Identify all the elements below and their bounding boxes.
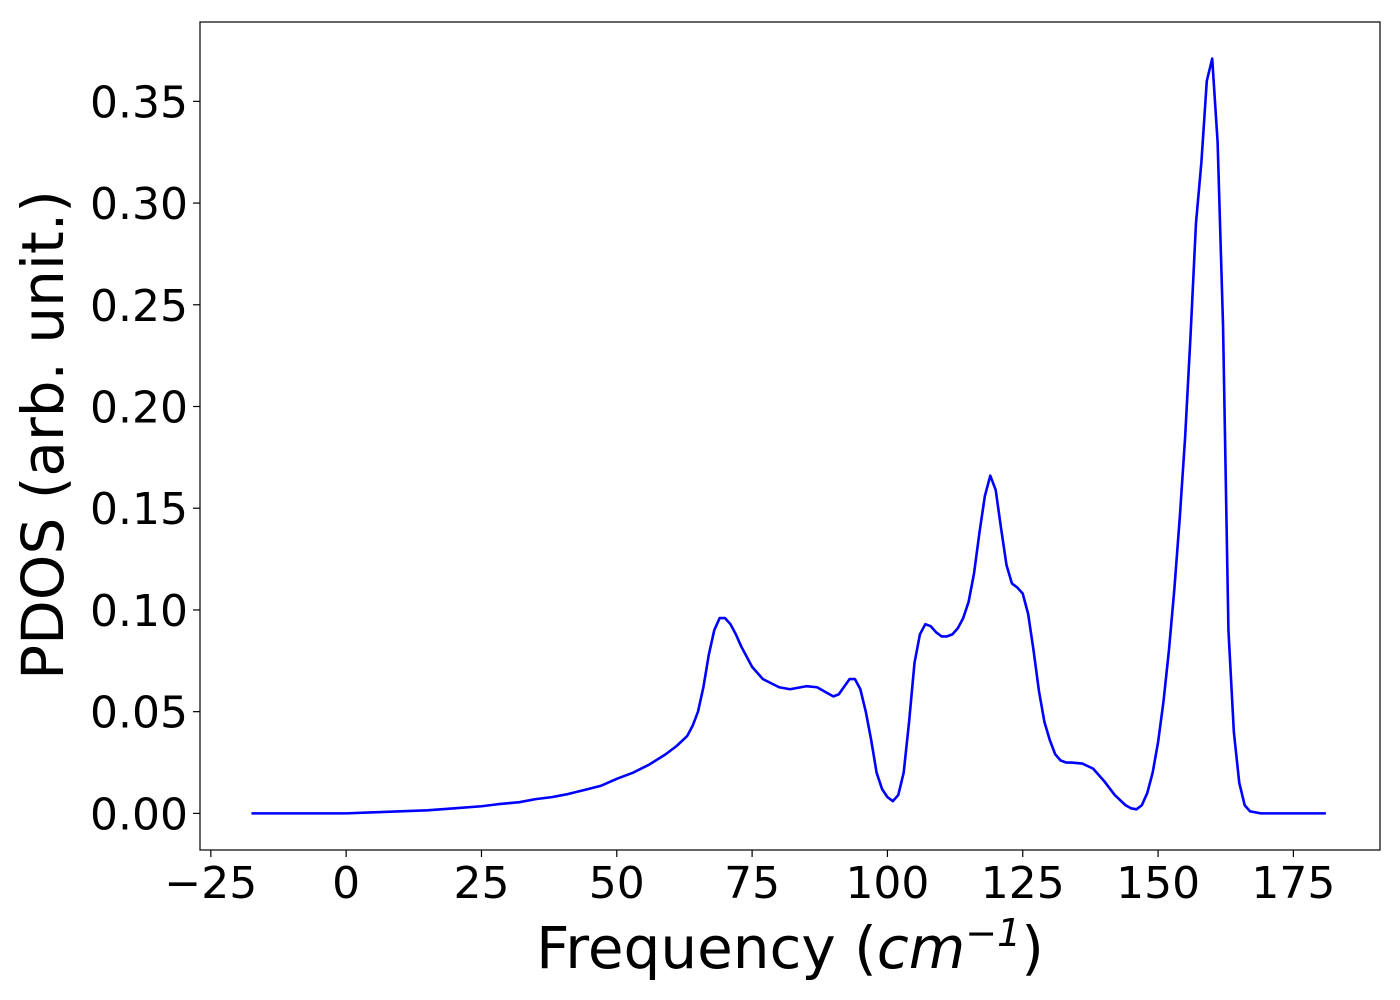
y-axis: 0.00 0.05 0.10 0.15 0.20 0.25 0.30 0.35 <box>90 77 200 840</box>
x-tick-label: 150 <box>1116 858 1200 909</box>
y-tick-label: 0.00 <box>90 789 188 840</box>
y-tick-label: 0.25 <box>90 281 188 332</box>
y-tick-label: 0.05 <box>90 688 188 739</box>
x-tick-label: 75 <box>724 858 780 909</box>
series-line-0 <box>251 57 1326 815</box>
x-tick-label: 25 <box>453 858 509 909</box>
x-tick-label: 175 <box>1251 858 1335 909</box>
x-tick-label: −25 <box>164 858 257 909</box>
x-axis-label: Frequency (cm−1) <box>536 911 1044 982</box>
y-tick-label: 0.35 <box>90 77 188 128</box>
y-tick-label: 0.10 <box>90 586 188 637</box>
x-tick-label: 125 <box>981 858 1065 909</box>
y-tick-label: 0.20 <box>90 383 188 434</box>
plot-frame <box>199 21 1381 851</box>
y-tick-label: 0.30 <box>90 179 188 230</box>
y-axis-label: PDOS (arb. unit.) <box>9 190 77 680</box>
x-tick-label: 100 <box>845 858 929 909</box>
x-tick-label: 0 <box>332 858 360 909</box>
x-tick-label: 50 <box>589 858 645 909</box>
y-tick-label: 0.15 <box>90 484 188 535</box>
x-axis: −25 0 25 50 75 100 125 150 175 <box>164 850 1335 909</box>
plot-area <box>199 21 1381 851</box>
